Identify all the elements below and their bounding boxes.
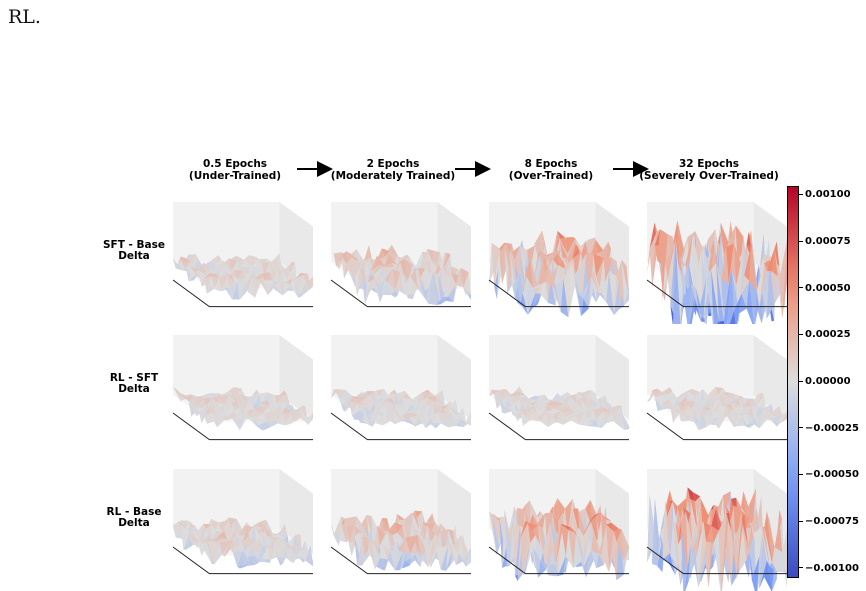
colorbar-tick-label: −0.00075: [799, 516, 859, 528]
surface-plot-r0-c3: [637, 194, 787, 324]
surface-plot-r1-c3: [637, 327, 787, 457]
colorbar-tick-label: 0.00100: [799, 189, 859, 201]
column-title-8-epochs: 8 Epochs (Over-Trained): [476, 158, 626, 182]
column-title-32-epochs: 32 Epochs (Severely Over-Trained): [634, 158, 784, 182]
surface-plot-r2-c3: [637, 461, 787, 591]
colorbar-tick-label: 0.00050: [799, 283, 859, 295]
surface-plot-r0-c0: [163, 194, 313, 324]
column-title-2-epochs: 2 Epochs (Moderately Trained): [318, 158, 468, 182]
colorbar-tick-label: 0.00075: [799, 236, 859, 248]
surface-plot-r1-c1: [321, 327, 471, 457]
colorbar: [787, 186, 799, 578]
column-title-0.5-epochs: 0.5 Epochs (Under-Trained): [160, 158, 310, 182]
surface-plot-r0-c1: [321, 194, 471, 324]
surface-plot-r2-c1: [321, 461, 471, 591]
colorbar-tick-label: −0.00100: [799, 563, 859, 575]
row-label-sft-base: SFT - Base Delta: [94, 240, 174, 262]
colorbar-tick-label: −0.00050: [799, 469, 859, 481]
surface-plot-r1-c2: [479, 327, 629, 457]
back-pane: [489, 335, 595, 395]
colorbar-tick-label: −0.00025: [799, 423, 859, 435]
back-pane: [647, 335, 753, 395]
back-pane: [173, 469, 279, 529]
colorbar-tick-label: 0.00000: [799, 376, 859, 388]
row-label-rl-sft: RL - SFT Delta: [94, 373, 174, 395]
surface-plot-r2-c2: [479, 461, 629, 591]
back-pane: [173, 202, 279, 262]
surface-plot-r1-c0: [163, 327, 313, 457]
row-label-rl-base: RL - Base Delta: [94, 507, 174, 529]
back-pane: [173, 335, 279, 395]
back-pane: [331, 335, 437, 395]
surface-plot-r2-c0: [163, 461, 313, 591]
colorbar-tick-label: 0.00025: [799, 329, 859, 341]
surface-plot-r0-c2: [479, 194, 629, 324]
